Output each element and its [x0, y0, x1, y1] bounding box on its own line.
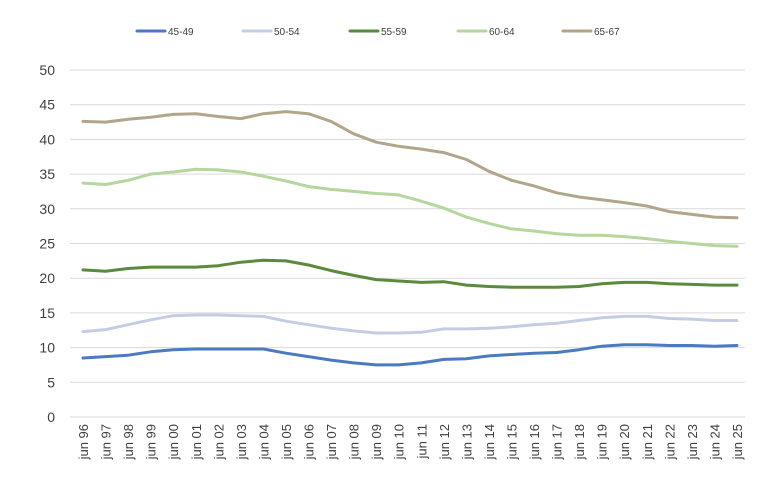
legend-item-65-67: 65-67	[561, 27, 620, 38]
y-tick-label: 5	[47, 374, 55, 390]
y-tick-label: 45	[39, 97, 55, 113]
x-tick-label: jun 24	[707, 424, 722, 460]
series-line-55-59	[81, 258, 739, 289]
x-tick-label: jun 12	[437, 424, 452, 460]
legend-item-45-49: 45-49	[135, 27, 194, 38]
x-tick-label: jun 96	[76, 424, 91, 460]
grid-lines	[70, 69, 745, 418]
x-tick-label: jun 16	[527, 424, 542, 460]
x-tick-label: jun 01	[189, 424, 204, 460]
x-tick-label: jun 21	[640, 424, 655, 460]
legend-item-55-59: 55-59	[348, 27, 407, 38]
y-tick-label: 35	[39, 166, 55, 182]
series-line-60-64	[81, 167, 739, 248]
x-tick-label: jun 02	[211, 424, 226, 460]
legend-label: 60-64	[489, 27, 515, 38]
y-tick-label: 20	[39, 270, 55, 286]
x-tick-label: jun 23	[685, 424, 700, 460]
y-tick-label: 0	[47, 409, 55, 425]
series-line-45-49	[81, 343, 739, 367]
x-axis-ticks: jun 96 jun 97 jun 98 jun 99 jun 00 jun 01 jun …	[76, 424, 745, 460]
y-tick-label: 30	[39, 201, 55, 217]
series-line-50-54	[81, 313, 739, 335]
x-tick-label: jun 00	[166, 424, 181, 460]
x-tick-label: jun 06	[302, 424, 317, 460]
x-tick-label: jun 97	[99, 424, 114, 460]
x-tick-label: jun 99	[144, 424, 159, 460]
legend-item-50-54: 50-54	[241, 27, 300, 38]
x-tick-label: jun 15	[504, 424, 519, 460]
y-axis-ticks: 0 5 10 15 20 25 30 35 40 45 50	[39, 62, 55, 425]
x-tick-label: jun 05	[279, 424, 294, 460]
y-tick-label: 40	[39, 131, 55, 147]
x-tick-label: jun 20	[617, 424, 632, 460]
x-tick-label: jun 18	[572, 424, 587, 460]
x-tick-label: jun 98	[121, 424, 136, 460]
x-tick-label: jun 22	[662, 424, 677, 460]
x-tick-label: jun 04	[256, 424, 271, 460]
legend-label: 45-49	[168, 27, 194, 38]
x-tick-label: jun 25	[730, 424, 745, 460]
x-tick-label: jun 10	[392, 424, 407, 460]
y-tick-label: 15	[39, 305, 55, 321]
y-tick-label: 50	[39, 62, 55, 78]
y-tick-label: 25	[39, 236, 55, 252]
x-tick-label: jun 13	[459, 424, 474, 460]
x-tick-label: jun 09	[369, 424, 384, 460]
x-tick-label: jun 08	[347, 424, 362, 460]
x-tick-label: jun 07	[324, 424, 339, 460]
legend: 45-49 50-54 55-59 60-64 65-67	[135, 27, 620, 38]
y-tick-label: 10	[39, 340, 55, 356]
legend-label: 50-54	[274, 27, 300, 38]
x-tick-label: jun 17	[550, 424, 565, 460]
x-tick-label: jun 11	[414, 424, 429, 459]
series-lines	[81, 110, 739, 367]
legend-label: 65-67	[594, 27, 620, 38]
x-tick-label: jun 14	[482, 424, 497, 460]
legend-label: 55-59	[381, 27, 407, 38]
legend-item-60-64: 60-64	[456, 27, 515, 38]
series-line-65-67	[81, 110, 739, 220]
x-tick-label: jun 19	[595, 424, 610, 460]
x-tick-label: jun 03	[234, 424, 249, 460]
